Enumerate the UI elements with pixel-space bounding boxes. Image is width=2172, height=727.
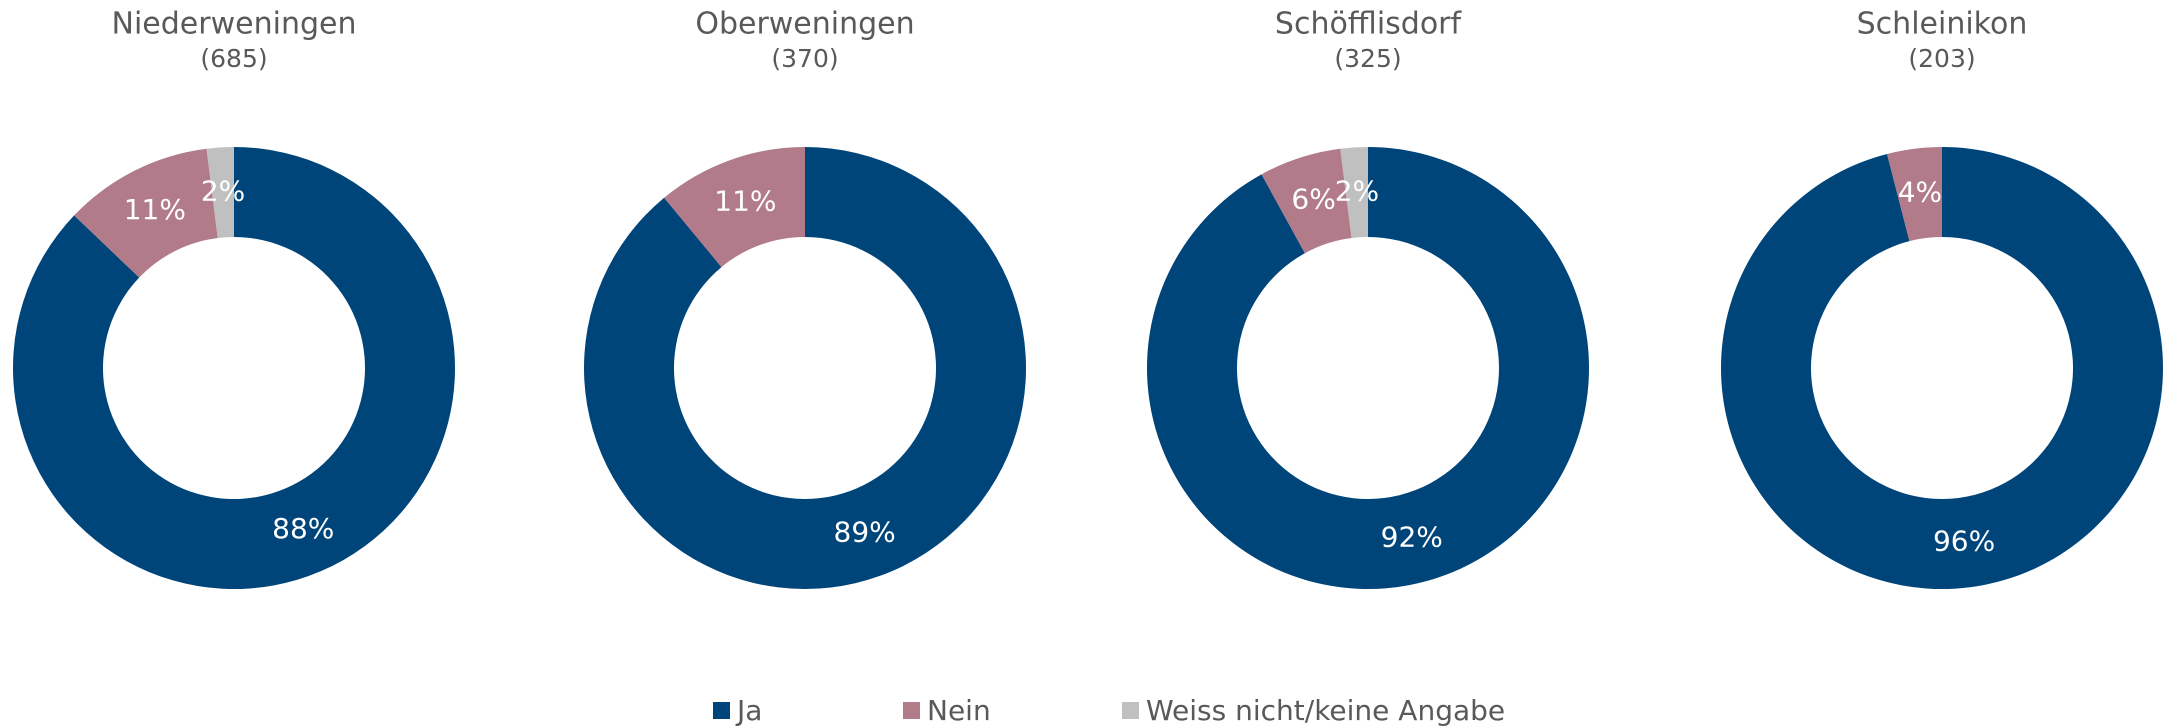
pie-slice — [1721, 147, 2163, 589]
data-label: 96% — [1933, 525, 1995, 558]
data-label: 11% — [124, 193, 186, 226]
chart-subtitle: (370) — [771, 44, 838, 73]
legend-label: Weiss nicht/keine Angabe — [1146, 694, 1505, 727]
pie-slice — [1261, 148, 1352, 254]
legend-swatch — [713, 702, 730, 719]
chart-title: Schleinikon — [1857, 7, 2028, 42]
legend-label: Nein — [927, 694, 991, 727]
pie-slice — [1147, 147, 1590, 590]
legend-label: Ja — [735, 694, 762, 727]
pie-slice — [1340, 147, 1368, 239]
data-label: 92% — [1381, 520, 1443, 553]
pie-slice — [206, 147, 234, 239]
pie-slice — [1887, 147, 1942, 242]
data-label: 88% — [272, 512, 334, 545]
data-label: 11% — [714, 184, 776, 217]
data-label: 2% — [1335, 174, 1379, 207]
legend-swatch — [903, 702, 920, 719]
data-label: 89% — [834, 516, 896, 549]
chart-title: Oberweningen — [695, 7, 914, 42]
chart-subtitle: (325) — [1334, 44, 1401, 73]
pie-slice — [74, 148, 218, 278]
chart-subtitle: (685) — [200, 44, 267, 73]
pie-slice — [664, 147, 805, 268]
data-label: 2% — [201, 174, 245, 207]
pie-slice — [13, 147, 456, 589]
data-label: 4% — [1898, 175, 1942, 208]
chart-title: Niederweningen — [112, 7, 357, 42]
chart-subtitle: (203) — [1908, 44, 1975, 73]
pie-slice — [584, 147, 1027, 589]
data-label: 6% — [1291, 183, 1335, 216]
legend-swatch — [1122, 702, 1139, 719]
chart-title: Schöfflisdorf — [1275, 7, 1463, 42]
